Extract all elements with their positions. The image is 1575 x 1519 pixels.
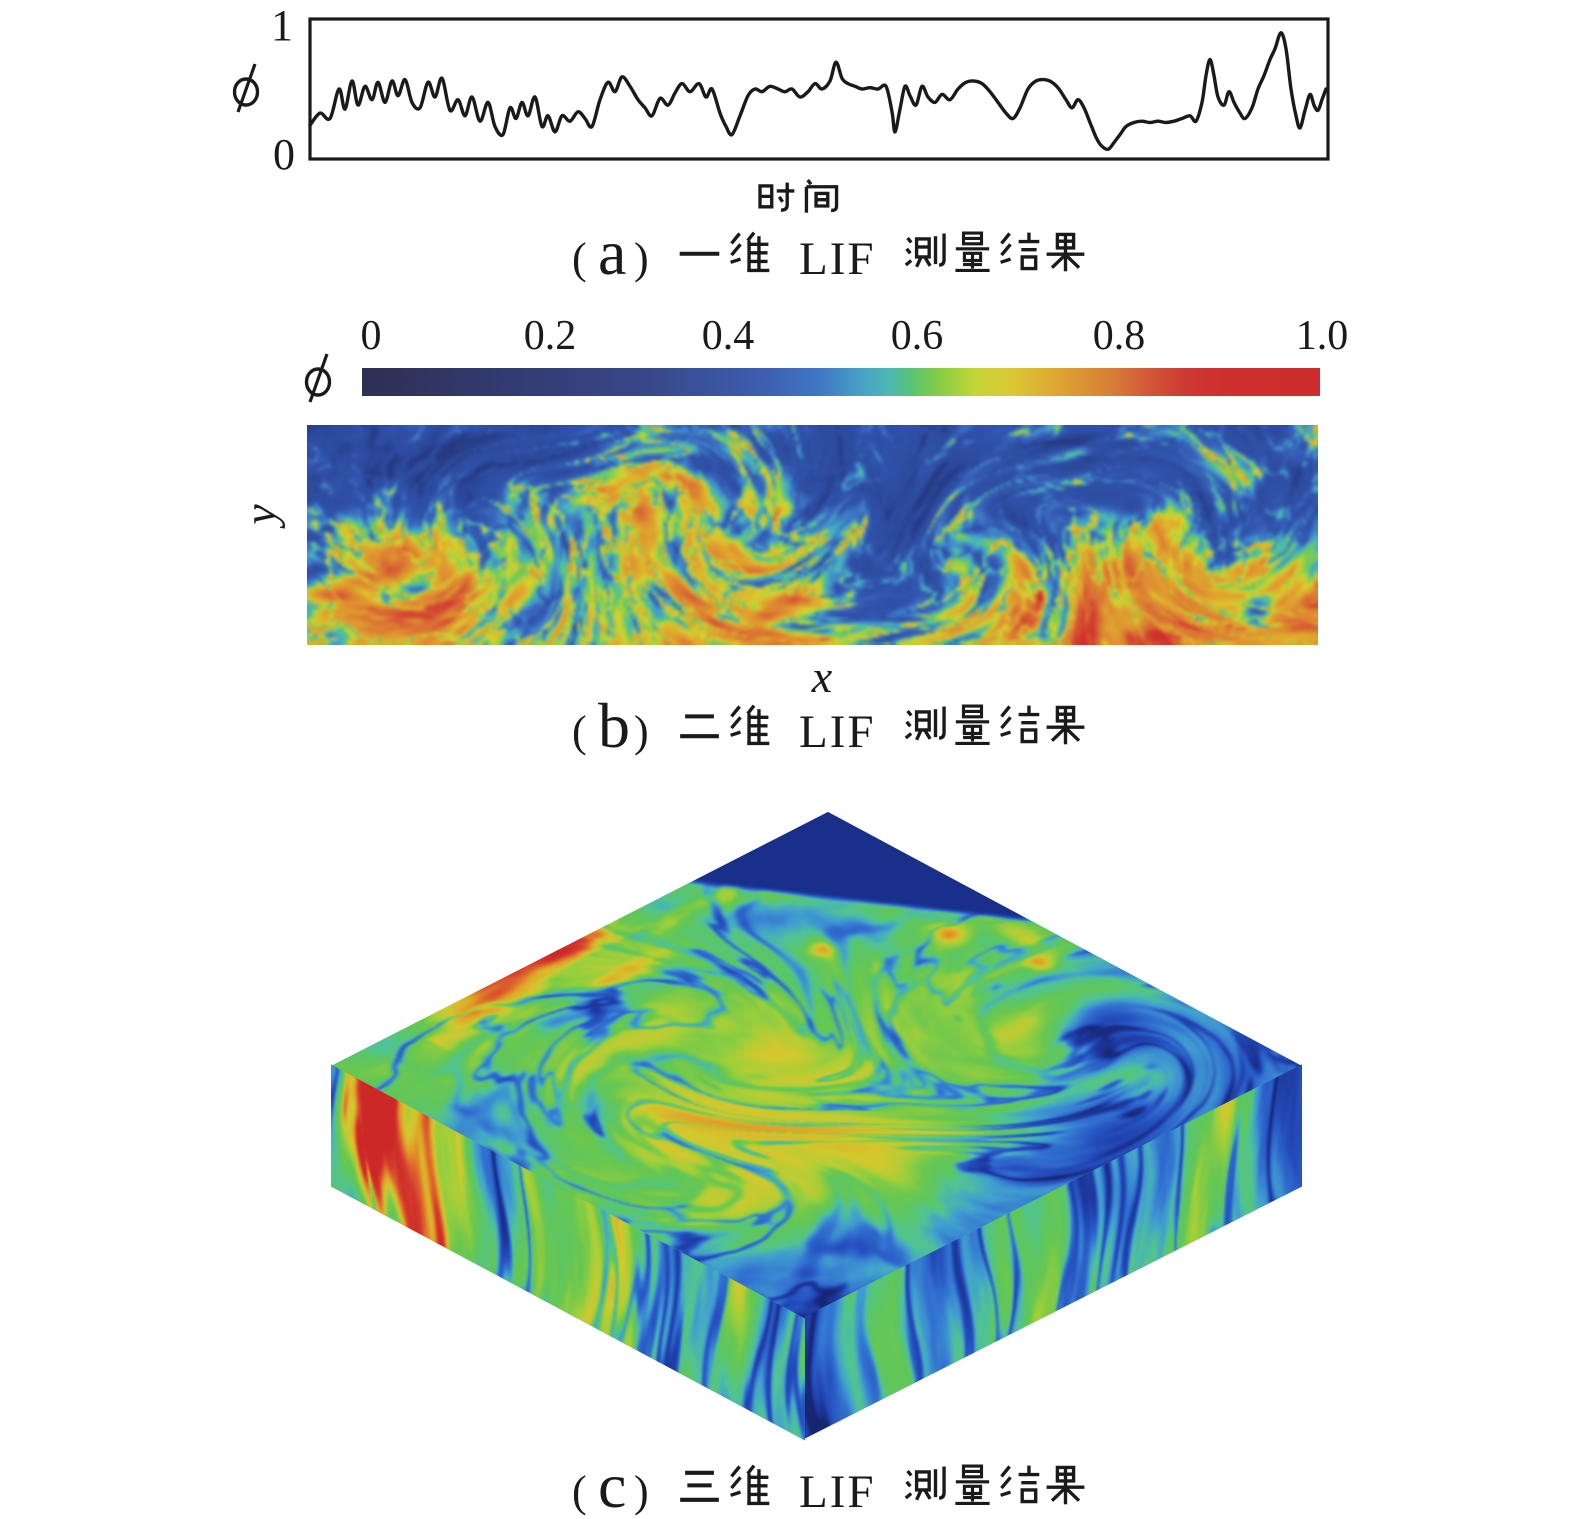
svg-text:b: b — [598, 698, 630, 756]
svg-text:LIF: LIF — [799, 706, 876, 756]
svg-text:(: ( — [572, 707, 587, 756]
svg-text:LIF: LIF — [799, 1466, 876, 1516]
svg-text:): ) — [634, 234, 649, 283]
svg-text:c: c — [598, 1458, 626, 1516]
svg-text:): ) — [634, 1467, 649, 1516]
svg-text:(: ( — [572, 1467, 587, 1516]
svg-text:a: a — [598, 225, 626, 283]
svg-text:(: ( — [572, 234, 587, 283]
svg-text:LIF: LIF — [799, 233, 876, 283]
svg-text:): ) — [634, 707, 649, 756]
